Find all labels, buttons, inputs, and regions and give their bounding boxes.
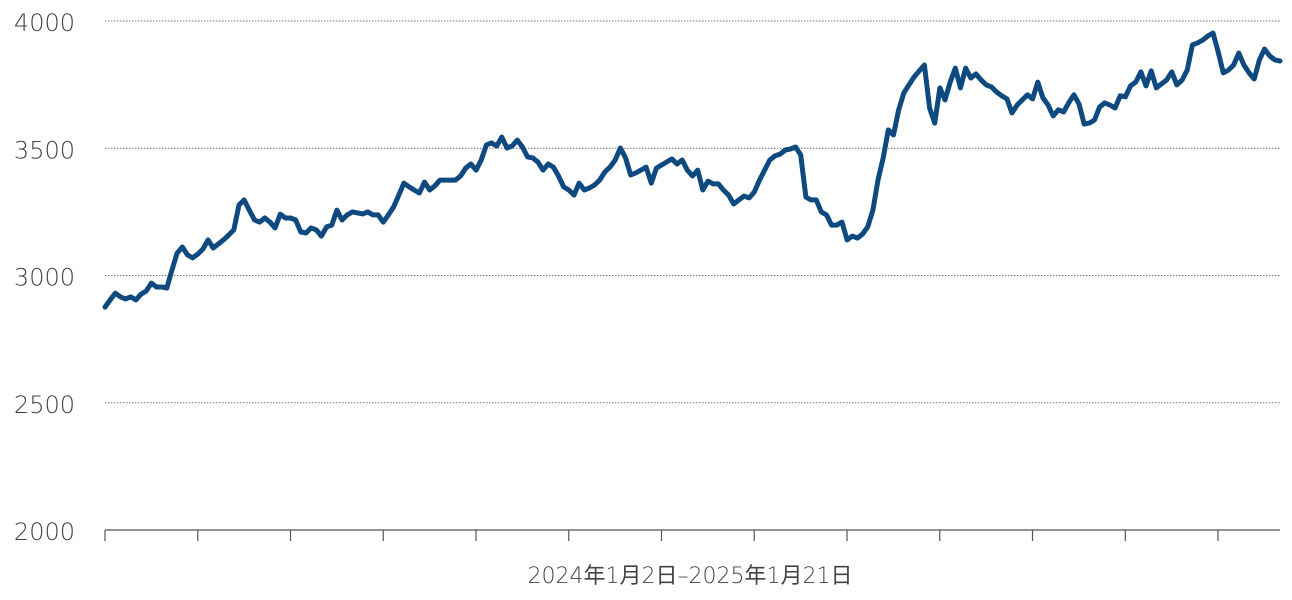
y-tick-label: 3000 (14, 264, 75, 292)
y-tick-label: 2000 (14, 518, 75, 546)
price-line (102, 30, 1283, 310)
y-tick-label: 4000 (14, 9, 75, 37)
y-tick-label: 2500 (14, 391, 75, 419)
x-axis-label: 2024年1月2日–2025年1月21日 (528, 564, 853, 589)
y-tick-label: 3500 (14, 136, 75, 164)
